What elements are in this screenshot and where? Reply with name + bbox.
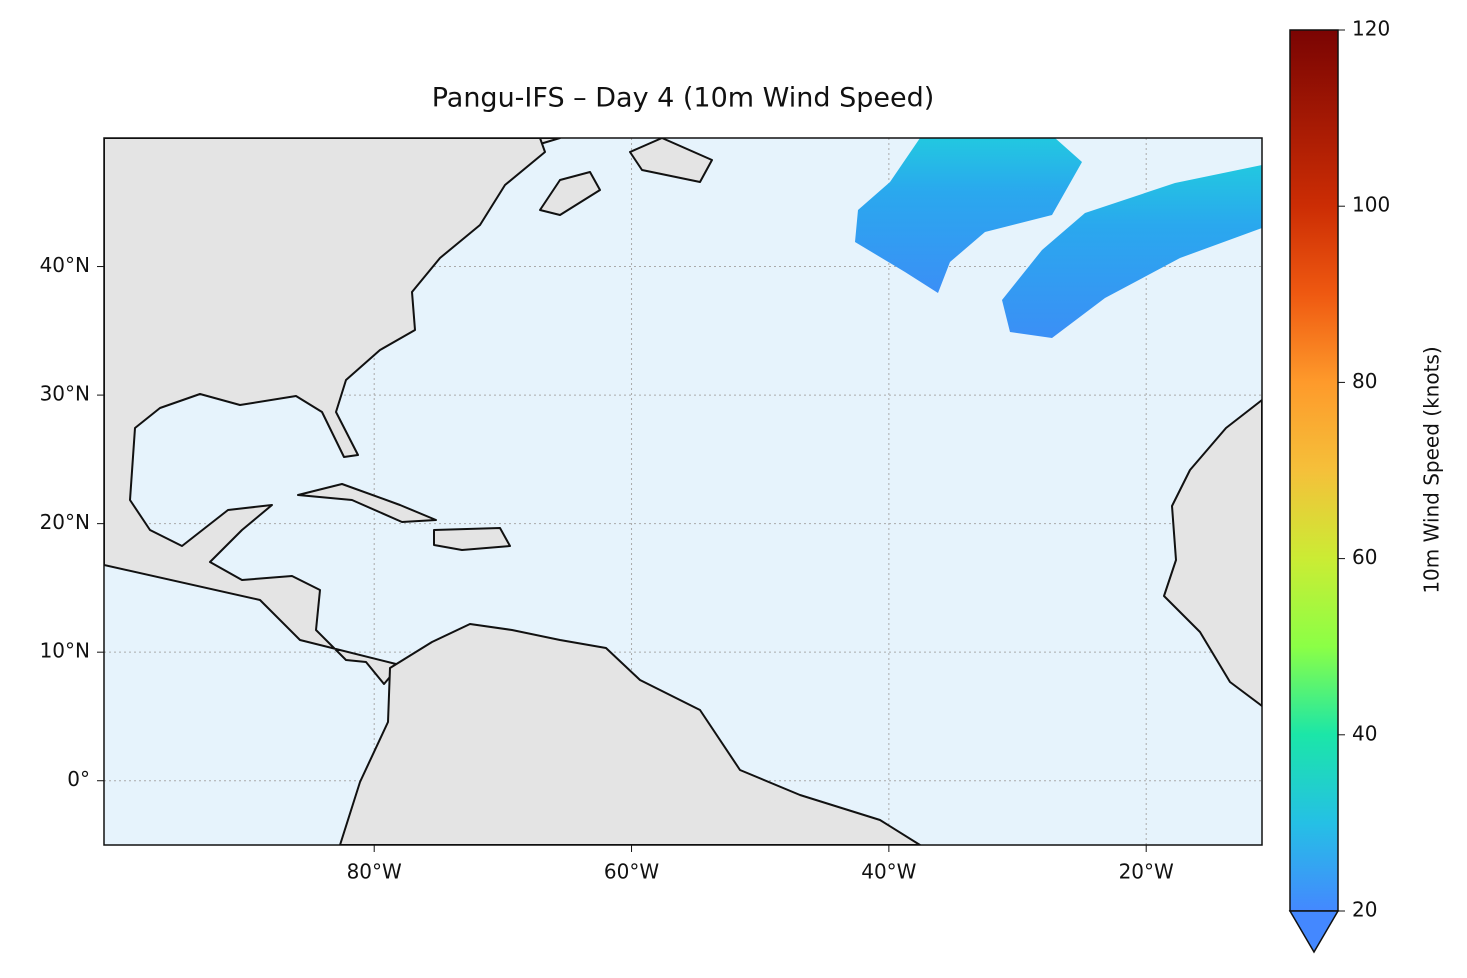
land <box>339 623 921 845</box>
colorbar-tick-label: 40 <box>1352 721 1377 745</box>
x-tick-label: 80°W <box>347 860 402 884</box>
x-tick-label: 40°W <box>861 860 916 884</box>
colorbar-tick-label: 120 <box>1352 17 1390 41</box>
wind-field <box>855 138 1082 293</box>
x-tick-label: 20°W <box>1119 860 1174 884</box>
colorbar-tick-label: 60 <box>1352 545 1377 569</box>
land <box>297 483 437 523</box>
colorbar-label: 10m Wind Speed (knots) <box>1420 346 1444 593</box>
y-tick-label: 40°N <box>40 253 90 277</box>
y-tick-label: 30°N <box>40 382 90 406</box>
colorbar-tick-label: 100 <box>1352 193 1390 217</box>
colorbar: 10m Wind Speed (knots) 20 40 60 80 100 120 <box>1288 17 1444 954</box>
land <box>1163 399 1262 707</box>
y-tick-label: 10°N <box>40 639 90 663</box>
land <box>433 527 511 551</box>
map-area <box>104 138 1262 845</box>
y-tick-label: 0° <box>67 767 90 791</box>
y-tick-label: 20°N <box>40 510 90 534</box>
land <box>629 138 713 183</box>
wind-field <box>1002 165 1262 338</box>
colorbar-tick-label: 80 <box>1352 369 1377 393</box>
colorbar-tick-label: 20 <box>1352 898 1377 922</box>
chart-title: Pangu-IFS – Day 4 (10m Wind Speed) <box>432 83 935 114</box>
colorbar-extend <box>1288 910 1340 954</box>
colorbar-gradient <box>1290 30 1338 911</box>
map-frame <box>103 137 1263 846</box>
x-tick-label: 60°W <box>604 860 659 884</box>
land <box>104 138 546 685</box>
land <box>539 171 601 216</box>
